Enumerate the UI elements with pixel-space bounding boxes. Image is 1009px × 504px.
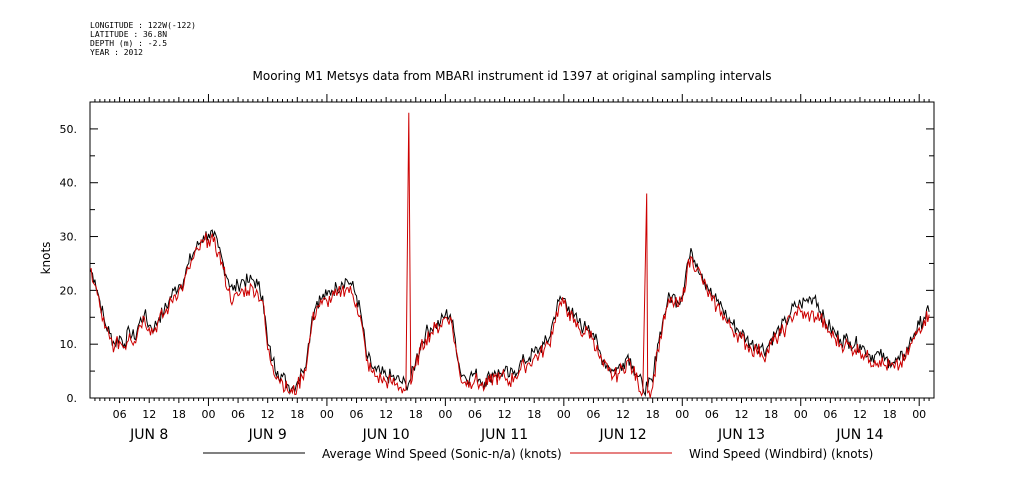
series-line-windbird xyxy=(89,112,930,398)
x-tick-label: 00 xyxy=(794,408,808,421)
longitude-text: LONGITUDE : 122W(-122) xyxy=(90,21,196,30)
depth-text: DEPTH (m) : -2.5 xyxy=(90,39,168,48)
x-day-label: JUN 8 xyxy=(129,427,168,443)
x-tick-label: 12 xyxy=(616,408,630,421)
x-tick-label: 18 xyxy=(409,408,423,421)
y-tick-label: 20. xyxy=(60,284,78,297)
x-tick-label: 06 xyxy=(586,408,600,421)
x-tick-label: 06 xyxy=(231,408,245,421)
x-tick-label: 00 xyxy=(438,408,452,421)
x-tick-label: 06 xyxy=(113,408,127,421)
x-tick-label: 12 xyxy=(379,408,393,421)
x-tick-label: 12 xyxy=(498,408,512,421)
x-tick-label: 12 xyxy=(735,408,749,421)
x-day-label: JUN 13 xyxy=(717,427,765,443)
x-tick-label: 18 xyxy=(883,408,897,421)
series-group xyxy=(89,112,930,398)
x-day-label: JUN 12 xyxy=(598,427,646,443)
x-tick-label: 12 xyxy=(142,408,156,421)
x-tick-label: 12 xyxy=(853,408,867,421)
legend-label-sonic: Average Wind Speed (Sonic-n/a) (knots) xyxy=(322,447,562,461)
y-axis-label: knots xyxy=(39,242,53,275)
x-tick-label: 00 xyxy=(557,408,571,421)
x-tick-label: 06 xyxy=(468,408,482,421)
y-tick-label: 30. xyxy=(60,231,78,244)
plot-frame xyxy=(89,101,935,399)
year-text: YEAR : 2012 xyxy=(90,48,143,57)
x-tick-label: 12 xyxy=(261,408,275,421)
plot-axes: 06 12 18 00 06 12 18 00 06 12 18 00 06 12 18 00 06 12 18 00… xyxy=(60,94,935,443)
x-day-label: JUN 14 xyxy=(835,427,883,443)
series-line-sonic xyxy=(89,229,930,398)
x-tick-label: 18 xyxy=(290,408,304,421)
x-tick-label: 18 xyxy=(764,408,778,421)
y-tick-label: 10. xyxy=(60,338,78,351)
x-tick-label: 18 xyxy=(527,408,541,421)
x-tick-label: 06 xyxy=(350,408,364,421)
x-tick-label: 18 xyxy=(646,408,660,421)
y-tick-label: 40. xyxy=(60,177,78,190)
y-tick-label: 0. xyxy=(67,392,78,405)
x-tick-label: 00 xyxy=(201,408,215,421)
x-day-label: JUN 9 xyxy=(248,427,287,443)
x-tick-label: 00 xyxy=(320,408,334,421)
x-day-label: JUN 10 xyxy=(362,427,410,443)
x-tick-label: 18 xyxy=(172,408,186,421)
x-tick-label: 06 xyxy=(823,408,837,421)
metadata-block: LONGITUDE : 122W(-122) LATITUDE : 36.8N … xyxy=(90,21,196,57)
x-day-label: JUN 11 xyxy=(480,427,528,443)
chart-title: Mooring M1 Metsys data from MBARI instru… xyxy=(253,69,772,83)
x-tick-label: 06 xyxy=(705,408,719,421)
legend-label-windbird: Wind Speed (Windbird) (knots) xyxy=(689,447,873,461)
x-tick-label: 00 xyxy=(912,408,926,421)
y-tick-label: 50. xyxy=(60,123,78,136)
latitude-text: LATITUDE : 36.8N xyxy=(90,30,168,39)
x-tick-label: 00 xyxy=(675,408,689,421)
legend: Average Wind Speed (Sonic-n/a) (knots) W… xyxy=(203,447,873,461)
